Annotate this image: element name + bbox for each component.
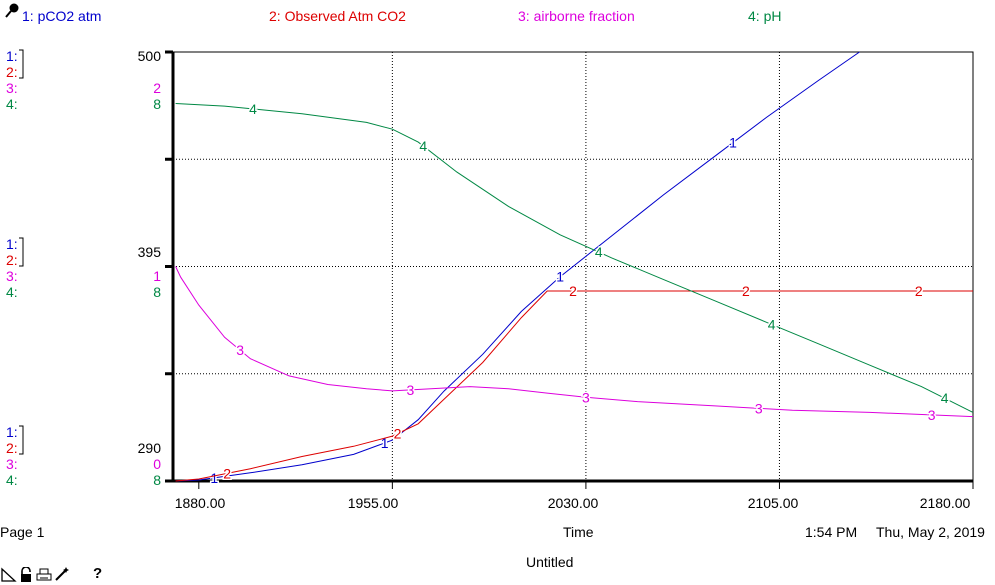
y-value-min-3: 0 [153,456,161,472]
printer-icon[interactable] [36,567,52,585]
y-value-mid-1: 395 [137,244,161,260]
legend-item-ph: 4: pH [748,8,781,24]
series-marker-2: 2 [223,465,231,481]
scale-num-4: 4: [6,472,18,488]
y-value-max-1: 500 [137,48,161,64]
scale-num-4: 4: [6,96,18,112]
series-marker-4: 4 [419,138,427,154]
scale-num-2: 2: [6,440,18,456]
series-line-4 [175,103,974,413]
legend-item-airborne: 3: airborne fraction [518,8,635,24]
series-marker-4: 4 [595,244,603,260]
series-line-2 [175,290,973,482]
legend-item-observed: 2: Observed Atm CO2 [269,8,406,24]
legend-label-3: airborne fraction [533,8,635,24]
triangle-select-icon[interactable] [1,567,17,585]
timestamp-date: Thu, May 2, 2019 [876,524,985,540]
series-marker-2: 2 [394,426,402,442]
legend-num-1: 1: [22,8,34,24]
legend-label-2: Observed Atm CO2 [284,8,406,24]
legend-num-4: 4: [748,8,760,24]
series-marker-4: 4 [941,390,949,406]
y-value-mid-4: 8 [153,284,161,300]
pin-icon[interactable] [3,2,21,23]
series-marker-1: 1 [381,435,389,451]
scale-num-1: 1: [6,48,18,64]
document-title: Untitled [526,554,574,570]
legend-item-pco2: 1: pCO2 atm [22,8,101,24]
x-tick-label: 2030.00 [547,495,599,511]
x-tick-label: 1880.00 [174,495,226,511]
x-axis-title: Time [563,524,594,540]
series-marker-2: 2 [569,283,577,299]
legend-label-4: pH [763,8,782,24]
series-marker-3: 3 [582,389,590,405]
series-line-3 [175,266,974,418]
y-value-min-1: 290 [137,440,161,456]
series-marker-3: 3 [928,407,936,423]
y-value-mid-3: 1 [153,268,161,284]
series-marker-3: 3 [236,342,244,358]
magic-wand-icon[interactable] [54,566,70,584]
timestamp-time: 1:54 PM [805,524,858,540]
scale-num-2: 2: [6,252,18,268]
legend-num-3: 3: [518,8,530,24]
scale-num-3: 3: [6,268,18,284]
lock-icon[interactable] [19,566,33,585]
help-button[interactable]: ? [93,565,103,582]
scale-num-1: 1: [6,236,18,252]
scale-num-1: 1: [6,424,18,440]
page-label[interactable]: Page 1 [0,524,45,540]
series-marker-4: 4 [768,316,776,332]
x-tick-label: 2105.00 [747,495,799,511]
series-marker-3: 3 [407,382,415,398]
series-marker-1: 1 [210,470,218,486]
x-tick-label: 1955.00 [347,495,399,511]
legend-label-1: pCO2 atm [37,8,102,24]
scale-num-2: 2: [6,64,18,80]
scale-num-3: 3: [6,456,18,472]
series-marker-2: 2 [742,283,750,299]
series-marker-1: 1 [729,135,737,151]
series-marker-2: 2 [915,283,923,299]
x-tick-label: 2180.00 [919,495,971,511]
scale-num-4: 4: [6,284,18,300]
series-marker-1: 1 [556,269,564,285]
scale-num-3: 3: [6,80,18,96]
series-line-1 [175,51,860,482]
y-value-max-3: 2 [153,80,161,96]
series-marker-3: 3 [755,400,763,416]
legend-num-2: 2: [269,8,281,24]
y-value-max-4: 8 [153,96,161,112]
series-marker-4: 4 [249,101,257,117]
y-value-min-4: 8 [153,472,161,488]
